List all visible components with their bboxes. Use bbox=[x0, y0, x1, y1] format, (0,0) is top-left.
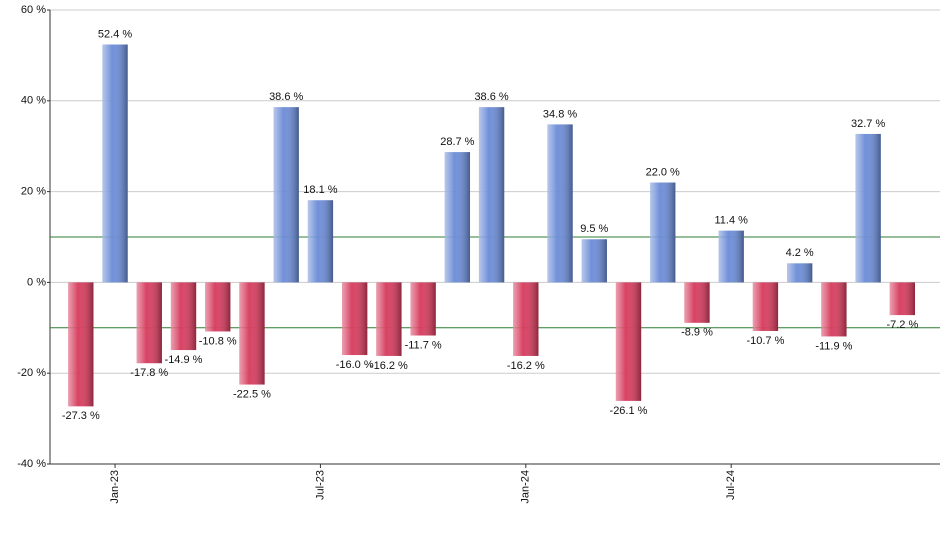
bar-shade bbox=[513, 282, 539, 356]
value-label: 34.8 % bbox=[543, 108, 577, 120]
value-label: -14.9 % bbox=[165, 354, 203, 366]
bar-shade bbox=[615, 282, 642, 401]
bar-shade bbox=[410, 282, 436, 336]
bar-shade bbox=[889, 282, 916, 316]
bar-shade bbox=[821, 282, 847, 337]
bar-shade bbox=[478, 107, 505, 283]
value-label: 4.2 % bbox=[786, 247, 814, 259]
value-label: -11.7 % bbox=[405, 339, 442, 351]
x-tick-label: Jul-24 bbox=[725, 470, 737, 500]
bar-shade bbox=[718, 230, 744, 283]
value-label: 28.7 % bbox=[440, 136, 474, 148]
bar-shade bbox=[684, 282, 710, 323]
value-label: -10.7 % bbox=[746, 335, 784, 347]
y-tick-label: 0 % bbox=[27, 276, 46, 288]
value-label: -16.2 % bbox=[370, 360, 408, 372]
value-label: -22.5 % bbox=[233, 388, 271, 400]
bar-shade bbox=[650, 182, 676, 283]
y-tick-label: 20 % bbox=[21, 186, 46, 198]
value-label: -26.1 % bbox=[610, 405, 648, 417]
y-tick-label: -20 % bbox=[17, 367, 46, 379]
value-label: -10.8 % bbox=[199, 335, 237, 347]
value-label: -11.9 % bbox=[815, 340, 852, 352]
bar-shade bbox=[581, 239, 607, 283]
value-label: 11.4 % bbox=[714, 215, 748, 227]
bar-shade bbox=[444, 152, 471, 283]
bar-shade bbox=[341, 282, 368, 356]
value-label: 32.7 % bbox=[851, 118, 885, 130]
y-tick-label: 40 % bbox=[21, 95, 46, 107]
bar-shade bbox=[170, 282, 197, 351]
bar-shade bbox=[752, 282, 779, 331]
y-tick-label: 60 % bbox=[21, 4, 46, 16]
x-tick-label: Jan-24 bbox=[520, 470, 532, 504]
value-label: -16.2 % bbox=[507, 360, 545, 372]
value-label: 18.1 % bbox=[303, 184, 337, 196]
bar-shade bbox=[273, 107, 299, 283]
x-tick-label: Jul-23 bbox=[314, 470, 326, 500]
bar-shade bbox=[307, 200, 334, 283]
value-label: -8.9 % bbox=[681, 327, 713, 339]
bar-shade bbox=[136, 282, 162, 364]
bar-shade bbox=[376, 282, 402, 356]
value-label: -17.8 % bbox=[130, 367, 168, 379]
value-label: -7.2 % bbox=[886, 319, 918, 331]
bar-shade bbox=[68, 282, 94, 407]
bar-shade bbox=[239, 282, 265, 385]
x-tick-label: Jan-23 bbox=[109, 470, 121, 504]
value-label: -27.3 % bbox=[62, 410, 100, 422]
bar-shade bbox=[855, 133, 881, 283]
value-label: 38.6 % bbox=[474, 91, 508, 103]
y-tick-label: -40 % bbox=[17, 458, 46, 470]
value-label: 52.4 % bbox=[98, 28, 132, 40]
bar-shade bbox=[205, 282, 231, 332]
value-label: 38.6 % bbox=[269, 91, 303, 103]
bar-shade bbox=[102, 44, 128, 283]
value-label: 22.0 % bbox=[646, 166, 680, 178]
bar-shade bbox=[786, 263, 813, 283]
bar-shade bbox=[547, 124, 573, 283]
value-label: 9.5 % bbox=[580, 223, 608, 235]
value-label: -16.0 % bbox=[336, 359, 374, 371]
